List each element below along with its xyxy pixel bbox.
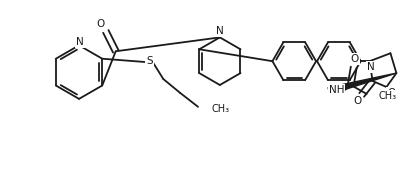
Text: O: O [350,54,359,64]
Text: NH: NH [329,85,345,95]
Text: CH₃: CH₃ [379,91,397,101]
Polygon shape [328,73,397,94]
Text: O: O [387,88,396,98]
Text: N: N [367,62,375,72]
Text: S: S [146,56,153,66]
Text: CH₃: CH₃ [212,104,230,114]
Text: N: N [76,37,84,47]
Text: N: N [216,26,224,37]
Text: O: O [354,96,362,106]
Text: O: O [97,19,105,30]
